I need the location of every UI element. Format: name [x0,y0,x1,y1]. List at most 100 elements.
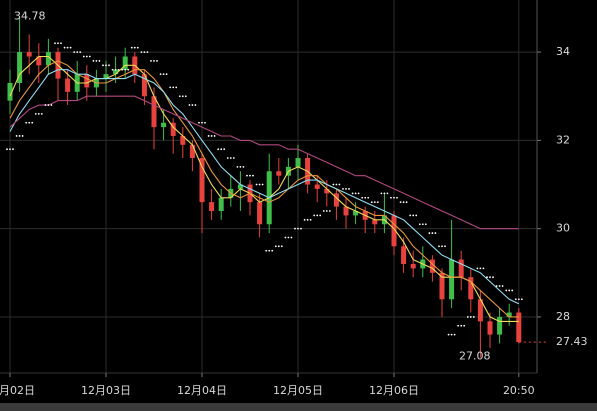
candle-body [353,210,359,216]
sar-dot [405,201,408,204]
candle-body [189,144,195,159]
sar-dot [242,165,245,168]
sar-dot [18,135,21,137]
sar-dot [472,316,475,318]
sar-dot [370,201,373,204]
candle-body [141,74,147,97]
sar-dot [463,324,466,327]
sar-dot [428,232,431,234]
candle-body [209,202,215,211]
y-tick-label: 34 [556,45,570,58]
sar-dot [117,68,120,71]
sar-dot [297,227,299,230]
sar-dot [390,196,392,199]
sar-dot [441,245,443,248]
sar-dot [348,188,350,190]
sar-dot [274,245,277,248]
sar-dot [210,135,213,137]
sar-dot [239,165,242,168]
sar-dot [373,201,376,204]
sar-dot [396,196,398,199]
sar-dot [213,135,216,137]
candle-body [113,69,119,75]
candle-body [458,259,464,278]
sar-dot [258,183,261,186]
sar-dot [514,298,517,301]
sar-dot [255,183,258,186]
sar-dot [201,121,203,124]
sar-dot [217,148,220,151]
sar-dot [140,51,143,53]
ma-line [9,95,519,230]
sar-dot [69,46,72,49]
candle-body [295,158,301,167]
sar-dot [207,135,210,137]
sar-dot [57,42,59,45]
sar-dot [76,51,79,53]
sar-dot [156,60,158,62]
sar-dot [95,60,98,62]
candle-body [333,193,339,207]
sar-dot [150,60,152,62]
candle-body [324,188,330,194]
sar-dot [165,73,168,76]
sar-dot [6,148,8,151]
sar-dot [447,333,450,336]
sar-dot [12,148,14,151]
sar-dot [188,104,191,106]
sar-dot [246,174,248,177]
sar-dot [402,201,405,204]
candle-body [439,272,445,300]
y-tick-label: 32 [556,133,570,146]
sar-dot [489,276,491,279]
sar-dot [328,210,331,212]
sar-dot [66,46,69,49]
sar-dot [108,64,110,67]
sar-dot [431,232,434,234]
sar-dot [82,55,85,58]
sar-dot [306,218,309,221]
y-tick-label: 30 [556,222,570,235]
candle-body [314,184,320,189]
sar-dot [226,157,229,159]
candle-body [7,82,13,101]
candle-body [26,52,32,57]
sar-dot [460,324,463,327]
last-price-label: 27.43 [556,335,588,348]
sar-dot [184,95,187,98]
sar-dot [40,112,43,115]
scroll-bar [0,403,597,411]
candle-body [449,259,455,300]
candle-body [391,215,397,247]
sar-dot [338,183,341,186]
candle-body [17,52,23,83]
sar-dot [60,42,62,45]
sar-dot [111,68,114,71]
candle-body [151,96,157,128]
sar-dot [54,42,56,45]
sar-dot [434,232,437,234]
sar-dot [92,60,95,62]
candle-body [218,197,224,211]
sar-dot [450,333,453,336]
candle-body [276,171,282,176]
sar-dot [280,245,283,248]
candle-body [122,56,128,70]
sar-dot [486,276,488,279]
sar-dot [169,86,172,89]
sar-dot [271,249,274,252]
y-tick-label: 28 [556,310,570,323]
sar-dot [63,46,66,49]
x-tick-label: 12月04日 [177,384,227,397]
sar-dot [325,210,328,212]
sar-dot [412,214,415,217]
candle-body [180,135,186,145]
sar-dot [229,157,232,159]
sar-dot [303,218,306,221]
sar-dot [236,165,239,168]
sar-dot [223,148,226,151]
sar-dot [194,104,197,106]
sar-dot [322,210,325,212]
sar-dot [172,86,175,89]
sar-dot [424,223,427,226]
